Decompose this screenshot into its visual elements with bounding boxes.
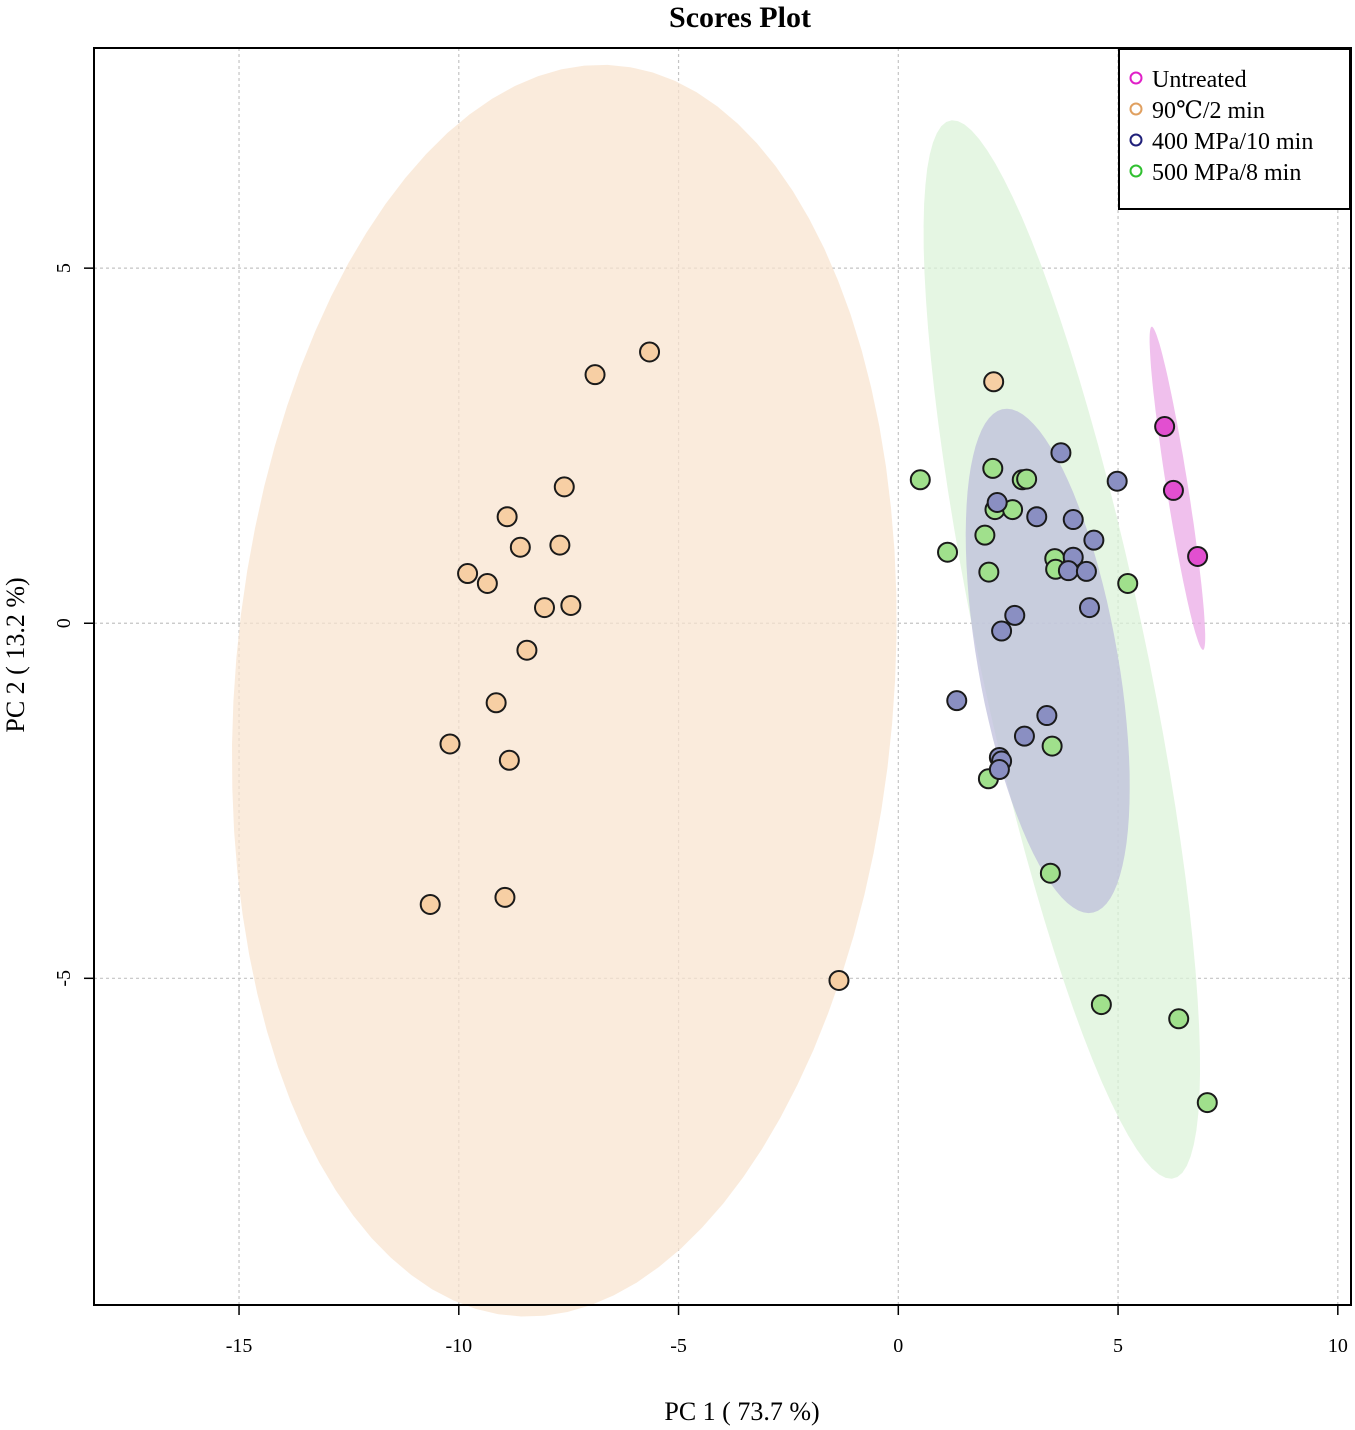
data-point (1041, 735, 1063, 757)
data-point (983, 371, 1005, 393)
data-point (978, 561, 1000, 583)
data-point (1106, 470, 1128, 492)
data-point (553, 476, 575, 498)
legend-label: 90℃/2 min (1152, 98, 1265, 124)
data-point (1062, 509, 1084, 531)
legend-marker (1129, 164, 1143, 178)
data-point (1078, 597, 1100, 619)
data-point (1187, 545, 1209, 567)
data-point (1154, 416, 1176, 438)
data-point (1036, 705, 1058, 727)
data-point (1117, 572, 1139, 594)
data-point (982, 457, 1004, 479)
data-point (439, 733, 461, 755)
x-tick-label: 0 (893, 1335, 903, 1357)
y-tick-label: 0 (53, 618, 75, 628)
x-axis-label: PC 1 ( 73.7 %) (664, 1397, 819, 1426)
x-tick-label: 5 (1113, 1335, 1123, 1357)
data-point (946, 690, 968, 712)
ellipse-90-2-min (232, 64, 897, 1317)
data-point (549, 534, 571, 556)
data-point (560, 594, 582, 616)
chart-title: Scores Plot (669, 1, 811, 34)
legend-label: 500 MPa/8 min (1152, 160, 1301, 186)
x-tick-label: -10 (445, 1335, 472, 1357)
legend-label: Untreated (1152, 67, 1247, 93)
data-point (828, 969, 850, 991)
legend-marker (1129, 102, 1143, 116)
legend-label: 400 MPa/10 min (1152, 129, 1313, 155)
data-point (909, 469, 931, 491)
data-point (1013, 725, 1035, 747)
data-point (485, 692, 507, 714)
legend-items: Untreated 90℃/2 min 400 MPa/10 min 500 MPa/… (1129, 67, 1313, 186)
data-point (1196, 1092, 1218, 1114)
data-point (1090, 994, 1112, 1016)
data-point (1162, 479, 1184, 501)
data-point (991, 620, 1013, 642)
data-point (457, 563, 479, 585)
data-point (1026, 506, 1048, 528)
ellipse-400-mpa-10-min (965, 408, 1130, 914)
confidence-ellipses (232, 64, 1206, 1317)
data-point (419, 893, 441, 915)
y-tick-label: -5 (53, 970, 75, 987)
data-point (516, 639, 538, 661)
data-point (1050, 442, 1072, 464)
data-point (974, 524, 996, 546)
y-axis-label: PC 2 ( 13.2 %) (1, 577, 30, 732)
data-point (533, 597, 555, 619)
legend-box (1118, 48, 1351, 210)
data-point (509, 536, 531, 558)
legend-marker (1129, 133, 1143, 147)
axis-ticks: -15 -10 -5 0 5 10 -5 0 5 (53, 263, 1348, 1357)
data-point (496, 506, 518, 528)
plot-frame (93, 47, 1352, 1306)
data-point (639, 341, 661, 363)
y-tick-label: 5 (53, 263, 75, 273)
data-point (937, 541, 959, 563)
data-point (1083, 529, 1105, 551)
data-point (1016, 468, 1038, 490)
data-point (1039, 862, 1061, 884)
data-point (476, 572, 498, 594)
data-points (419, 341, 1218, 1114)
x-tick-label: -15 (226, 1335, 253, 1357)
data-point (584, 364, 606, 386)
x-tick-label: -5 (670, 1335, 687, 1357)
data-point (1057, 560, 1079, 582)
data-point (1168, 1008, 1190, 1030)
data-point (986, 492, 1008, 514)
data-point (988, 759, 1010, 781)
data-point (1004, 604, 1026, 626)
legend-marker (1129, 71, 1143, 85)
data-point (498, 749, 520, 771)
data-point (494, 886, 516, 908)
data-point (1075, 560, 1097, 582)
x-tick-label: 10 (1328, 1335, 1348, 1357)
legend: Untreated 90℃/2 min 400 MPa/10 min 500 MPa/… (1118, 48, 1351, 210)
